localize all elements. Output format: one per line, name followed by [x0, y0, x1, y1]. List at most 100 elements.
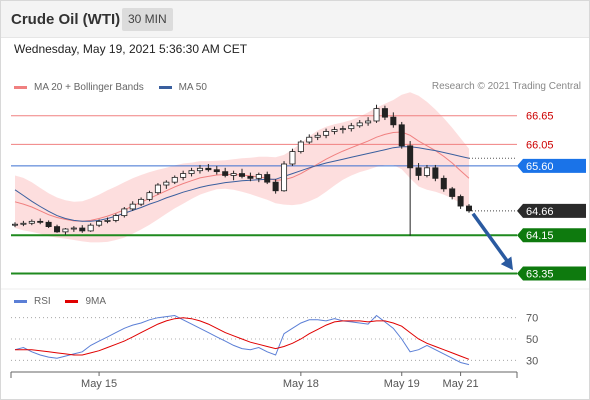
forecast-arrow-head	[500, 256, 513, 271]
candle	[20, 220, 27, 227]
candle-body-up	[87, 224, 94, 232]
candle-body-down	[432, 167, 439, 179]
candle	[45, 220, 52, 229]
price-legend: MA 20 + Bollinger Bands MA 50	[14, 81, 219, 93]
bollinger-band	[15, 92, 469, 243]
candle-body-up	[138, 198, 145, 205]
candle	[196, 164, 203, 174]
candle	[188, 167, 195, 177]
candle	[339, 125, 346, 134]
candle-body-down	[449, 188, 456, 197]
candle	[112, 213, 119, 223]
candle	[70, 226, 77, 232]
candle-body-up	[339, 128, 346, 131]
candle	[129, 201, 136, 211]
candle	[146, 190, 153, 202]
candle	[28, 219, 35, 226]
candle	[230, 170, 237, 181]
candle	[331, 126, 338, 135]
candle-body-down	[45, 221, 52, 228]
candle	[356, 120, 363, 128]
candle-body-up	[323, 131, 330, 136]
candle	[323, 128, 330, 139]
level-tag-65-60	[517, 158, 586, 173]
header-bar: Crude Oil (WTI) 30 MIN	[1, 1, 589, 38]
candle-body-up	[171, 176, 178, 183]
candle-body-down	[272, 181, 279, 192]
candle	[390, 112, 397, 128]
candle-body-down	[222, 171, 229, 176]
candle-body-up	[96, 220, 103, 226]
level-label: 65.60	[526, 161, 554, 173]
candle	[381, 105, 388, 121]
candle	[297, 140, 304, 154]
candle	[79, 225, 86, 233]
legend-rsi-swatch	[14, 300, 27, 303]
candle-body-up	[196, 167, 203, 172]
candle	[247, 172, 254, 182]
candle-body-up	[70, 227, 77, 230]
candle-body-up	[188, 170, 195, 174]
candle	[62, 228, 69, 235]
candle	[314, 132, 321, 141]
candle-body-down	[381, 108, 388, 118]
candle	[432, 164, 439, 182]
level-label: 66.65	[526, 111, 554, 123]
candle	[163, 180, 170, 189]
rsi-9ma-line	[15, 317, 470, 360]
candle-body-down	[238, 173, 246, 177]
rsi-tick-label: 30	[526, 355, 538, 367]
candle-body-up	[281, 163, 288, 192]
candle	[54, 224, 61, 233]
timeframe-badge[interactable]: 30 MIN	[122, 8, 173, 31]
level-label: 66.05	[526, 139, 554, 151]
candle	[96, 219, 103, 228]
candle	[121, 207, 128, 218]
candle-body-up	[146, 192, 153, 200]
candle	[373, 104, 380, 123]
level-tag-63-35	[517, 266, 586, 281]
candle	[11, 222, 19, 228]
legend-ma50-swatch	[158, 86, 172, 89]
candle-body-down	[247, 176, 254, 179]
candle	[289, 148, 296, 166]
rsi-tick-label: 70	[526, 313, 538, 325]
candle-body-up	[314, 134, 321, 138]
candle	[213, 165, 220, 175]
x-tick-label: May 15	[81, 378, 117, 390]
candle-body-up	[104, 219, 111, 222]
candle	[154, 183, 161, 195]
candle	[465, 204, 473, 213]
candle-body-down	[407, 145, 414, 169]
candle	[138, 197, 145, 207]
level-tag-64-15	[517, 228, 586, 243]
candle-body-up	[163, 181, 170, 186]
candle-body-up	[62, 228, 69, 233]
legend-rsi: RSI	[14, 296, 51, 307]
legend-9ma-swatch	[65, 300, 79, 303]
legend-9ma: 9MA	[65, 296, 106, 307]
candle-body-down	[37, 220, 44, 223]
candle-body-up	[348, 125, 355, 130]
candle	[348, 122, 355, 132]
source-note: Research © 2021 Trading Central	[431, 81, 581, 92]
candle	[449, 186, 456, 200]
candle-body-up	[255, 174, 262, 179]
candle-body-up	[423, 167, 430, 176]
candle-body-up	[306, 136, 313, 143]
candle-body-up	[373, 108, 380, 122]
candle	[87, 223, 94, 232]
level-label: 63.35	[526, 268, 554, 280]
candle-body-up	[230, 173, 237, 176]
legend-ma20-swatch	[14, 86, 27, 89]
candle	[306, 134, 313, 144]
candle	[415, 163, 422, 181]
candle	[423, 164, 430, 178]
candle-body-up	[121, 208, 128, 217]
rsi-legend: RSI 9MA	[14, 295, 118, 307]
candle-body-down	[465, 205, 473, 212]
x-tick-label: May 19	[384, 378, 420, 390]
candle	[238, 168, 246, 179]
